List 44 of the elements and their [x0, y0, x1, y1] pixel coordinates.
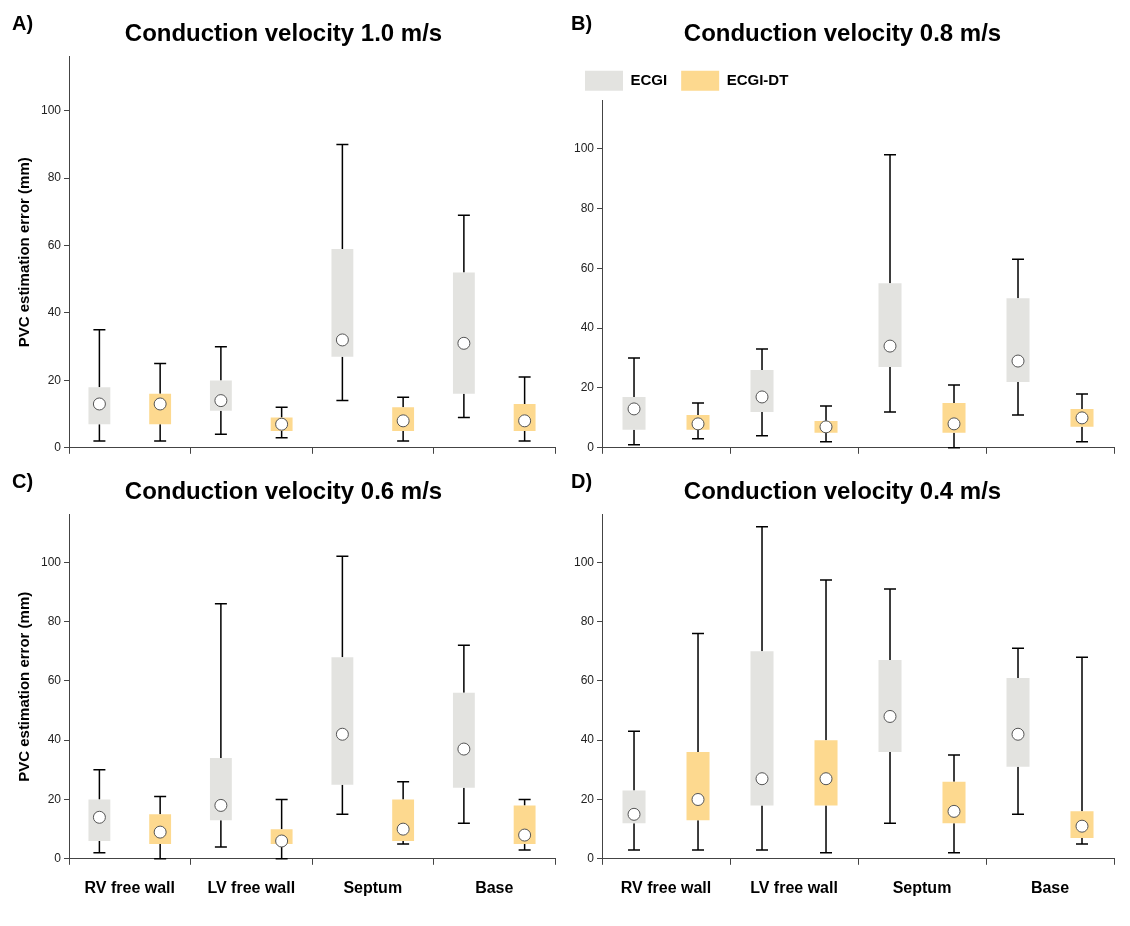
- y-axis-title: PVC estimation error (mm): [15, 591, 33, 782]
- x-tick-label: Base: [475, 878, 514, 896]
- chart-title: Conduction velocity 0.8 m/s: [683, 19, 1002, 47]
- y-tick-label: 20: [580, 380, 595, 395]
- y-tick-label: 40: [47, 732, 62, 747]
- y-tick-label: 40: [580, 320, 595, 335]
- x-tick-label: Base: [1030, 878, 1070, 896]
- x-tick-label: RV free wall: [84, 878, 175, 896]
- y-tick-label: 60: [580, 673, 595, 688]
- y-tick-label: 80: [47, 613, 62, 628]
- y-tick-label: 100: [573, 554, 595, 569]
- y-tick-label: 60: [47, 237, 62, 252]
- y-tick-label: 20: [580, 791, 595, 806]
- x-tick-label: Septum: [343, 878, 403, 896]
- y-axis-title: PVC estimation error (mm): [15, 157, 33, 348]
- y-tick-label: 20: [47, 791, 62, 806]
- x-tick-label: LV free wall: [750, 878, 838, 896]
- y-tick-label: 80: [580, 613, 595, 628]
- y-tick-label: 80: [580, 200, 595, 215]
- y-tick-label: 100: [40, 103, 62, 118]
- y-tick-label: 0: [587, 851, 595, 866]
- text: D): [571, 469, 593, 492]
- chart-title: Conduction velocity 1.0 m/s: [124, 19, 443, 47]
- y-tick-label: 40: [47, 305, 62, 320]
- y-tick-label: 40: [580, 732, 595, 747]
- y-tick-label: 60: [47, 673, 62, 688]
- text: B): [571, 11, 593, 34]
- legend-label: ECGI: [630, 70, 668, 88]
- text: C): [12, 469, 34, 492]
- chart-title: Conduction velocity 0.4 m/s: [683, 477, 1002, 505]
- y-tick-label: 20: [47, 372, 62, 387]
- y-tick-label: 0: [587, 440, 595, 455]
- y-tick-label: 100: [573, 140, 595, 155]
- y-tick-label: 0: [54, 440, 62, 455]
- x-tick-label: LV free wall: [207, 878, 296, 896]
- y-tick-label: 100: [40, 554, 62, 569]
- y-tick-label: 60: [580, 260, 595, 275]
- legend-label: ECGI-DT: [726, 70, 789, 88]
- y-tick-label: 80: [47, 170, 62, 185]
- chart-title: Conduction velocity 0.6 m/s: [124, 477, 443, 505]
- x-tick-label: Septum: [892, 878, 952, 896]
- x-tick-label: RV free wall: [620, 878, 712, 896]
- y-tick-label: 0: [54, 851, 62, 866]
- text: A): [12, 11, 34, 34]
